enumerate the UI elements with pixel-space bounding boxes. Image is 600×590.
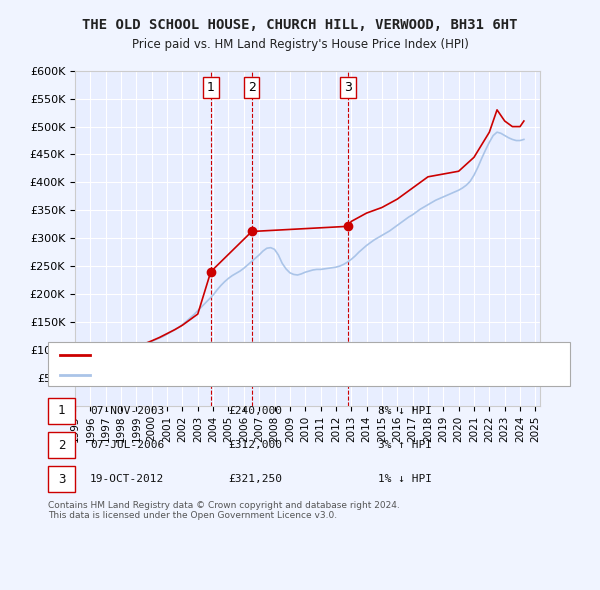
Text: 3% ↑ HPI: 3% ↑ HPI — [378, 440, 432, 450]
Text: THE OLD SCHOOL HOUSE, CHURCH HILL, VERWOOD, BH31 6HT: THE OLD SCHOOL HOUSE, CHURCH HILL, VERWO… — [82, 18, 518, 32]
Text: 1: 1 — [58, 404, 65, 417]
Text: £321,250: £321,250 — [228, 474, 282, 484]
Text: £240,000: £240,000 — [228, 406, 282, 416]
Text: £312,000: £312,000 — [228, 440, 282, 450]
Text: 3: 3 — [344, 81, 352, 94]
Text: 2: 2 — [58, 438, 65, 451]
Text: 19-OCT-2012: 19-OCT-2012 — [90, 474, 164, 484]
Text: Price paid vs. HM Land Registry's House Price Index (HPI): Price paid vs. HM Land Registry's House … — [131, 38, 469, 51]
Text: 07-NOV-2003: 07-NOV-2003 — [90, 406, 164, 416]
Text: THE OLD SCHOOL HOUSE, CHURCH HILL, VERWOOD, BH31 6HT (detached house): THE OLD SCHOOL HOUSE, CHURCH HILL, VERWO… — [96, 350, 502, 359]
Text: 8% ↓ HPI: 8% ↓ HPI — [378, 406, 432, 416]
Text: 1: 1 — [207, 81, 215, 94]
Text: Contains HM Land Registry data © Crown copyright and database right 2024.
This d: Contains HM Land Registry data © Crown c… — [48, 501, 400, 520]
Text: 07-JUL-2006: 07-JUL-2006 — [90, 440, 164, 450]
Text: 1% ↓ HPI: 1% ↓ HPI — [378, 474, 432, 484]
Text: 2: 2 — [248, 81, 256, 94]
Text: HPI: Average price, detached house, Dorset: HPI: Average price, detached house, Dors… — [96, 371, 343, 381]
Text: 3: 3 — [58, 473, 65, 486]
